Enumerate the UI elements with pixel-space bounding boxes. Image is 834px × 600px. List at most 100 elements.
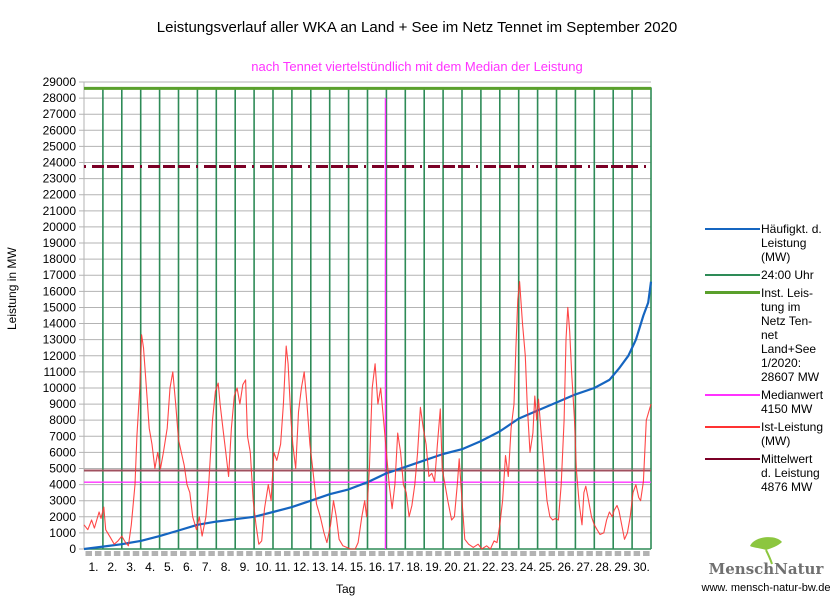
x-tick-label: 10. [255, 560, 272, 574]
y-tick-label: 10000 [43, 381, 77, 395]
legend-line [705, 458, 760, 460]
x-tick-mark [406, 551, 414, 556]
x-tick-label: 24. [520, 560, 537, 574]
x-tick-mark [123, 551, 130, 556]
x-tick-mark [567, 551, 574, 556]
logo: MenschNatur www. mensch-natur-bw.de [698, 535, 834, 600]
x-tick-mark [387, 551, 395, 556]
x-tick-label: 25. [539, 560, 556, 574]
series-layer [83, 86, 653, 551]
y-axis-ticks: 0 1000 2000 3000 4000 5000 6000 7000 8000 9000 100… [43, 75, 77, 556]
x-tick-mark [472, 551, 480, 556]
x-tick-mark [614, 551, 622, 556]
x-tick-mark [321, 551, 329, 556]
legend-line [705, 228, 760, 230]
x-tick-mark [312, 551, 319, 556]
x-tick-mark [539, 551, 546, 556]
x-tick-mark [425, 551, 433, 556]
legend-item-actual: Ist-Leistung (MW) [705, 420, 830, 448]
x-tick-mark [104, 551, 111, 556]
y-tick-label: 8000 [49, 413, 76, 427]
x-tick-mark [444, 551, 452, 556]
y-tick-label: 25000 [43, 139, 77, 153]
y-tick-label: 5000 [49, 461, 76, 475]
legend-label: Häufigkt. d. Leistung (MW) [761, 222, 822, 264]
x-tick-label: 23. [501, 560, 518, 574]
legend-item-installed: Inst. Leis- tung im Netz Ten- net Land+S… [705, 286, 830, 384]
y-tick-label: 24000 [43, 156, 77, 170]
x-tick-mark [132, 551, 140, 556]
x-tick-mark [113, 551, 121, 556]
actual-power-line [83, 281, 652, 550]
x-tick-label: 17. [388, 560, 405, 574]
x-tick-label: 11. [275, 560, 291, 574]
x-tick-mark [529, 551, 537, 556]
x-tick-mark [350, 551, 357, 556]
x-tick-label: 6. [183, 560, 193, 574]
y-tick-label: 9000 [49, 397, 76, 411]
y-tick-label: 1000 [49, 526, 76, 540]
x-tick-mark [576, 551, 584, 556]
x-tick-label: 9. [240, 560, 250, 574]
y-tick-label: 22000 [43, 188, 77, 202]
legend-item-duration: Häufigkt. d. Leistung (MW) [705, 222, 830, 264]
x-tick-label: 7. [202, 560, 212, 574]
y-tick-label: 7000 [49, 429, 76, 443]
x-tick-label: 5. [164, 560, 174, 574]
x-tick-mark [435, 551, 442, 556]
x-axis-label: Tag [336, 582, 356, 596]
y-tick-label: 27000 [43, 107, 77, 121]
x-tick-label: 27. [577, 560, 594, 574]
x-tick-mark [208, 551, 215, 556]
y-tick-label: 17000 [43, 268, 77, 282]
x-tick-mark [359, 551, 367, 556]
gridlines [79, 81, 651, 550]
y-tick-label: 20000 [43, 220, 77, 234]
x-tick-mark [170, 551, 178, 556]
x-tick-label: 21. [463, 560, 480, 574]
x-tick-mark [595, 551, 603, 556]
y-tick-label: 4000 [49, 478, 76, 492]
x-tick-label: 3. [126, 560, 136, 574]
x-tick-mark [217, 551, 225, 556]
legend-item-mean: Mittelwert d. Leistung 4876 MW [705, 452, 830, 494]
duration-curve-line [83, 281, 653, 551]
x-tick-label: 19. [425, 560, 442, 574]
x-tick-mark [85, 551, 92, 556]
legend-swatch [705, 452, 760, 466]
y-tick-label: 28000 [43, 91, 77, 105]
y-tick-label: 6000 [49, 445, 76, 459]
y-tick-label: 16000 [43, 284, 77, 298]
x-tick-mark [151, 551, 159, 556]
y-tick-label: 11000 [44, 365, 77, 379]
x-tick-mark [227, 551, 234, 556]
y-axis-label: Leistung in MW [5, 247, 19, 330]
legend-swatch [705, 222, 760, 236]
legend-swatch [705, 268, 760, 282]
y-tick-label: 2000 [49, 510, 76, 524]
logo-name: MenschNatur [708, 560, 824, 578]
x-tick-label: 18. [406, 560, 423, 574]
x-tick-mark [180, 551, 187, 556]
x-tick-mark [633, 551, 641, 556]
x-tick-mark [482, 551, 489, 556]
x-tick-mark [274, 551, 281, 556]
x-tick-label: 30. [633, 560, 650, 574]
x-tick-label: 20. [444, 560, 461, 574]
legend-label: 24:00 Uhr [761, 268, 814, 282]
legend-item-midnight: 24:00 Uhr [705, 268, 830, 282]
legend-line [705, 394, 760, 396]
x-tick-mark [369, 551, 376, 556]
x-tick-mark [246, 551, 253, 556]
x-tick-label: 16. [369, 560, 386, 574]
legend-swatch [705, 388, 760, 402]
y-tick-label: 21000 [43, 204, 77, 218]
y-tick-label: 12000 [43, 349, 77, 363]
x-tick-mark [161, 551, 168, 556]
x-tick-label: 8. [221, 560, 231, 574]
x-tick-mark [510, 551, 518, 556]
x-tick-label: 13. [312, 560, 329, 574]
y-tick-label: 0 [69, 542, 76, 556]
x-tick-mark [236, 551, 244, 556]
